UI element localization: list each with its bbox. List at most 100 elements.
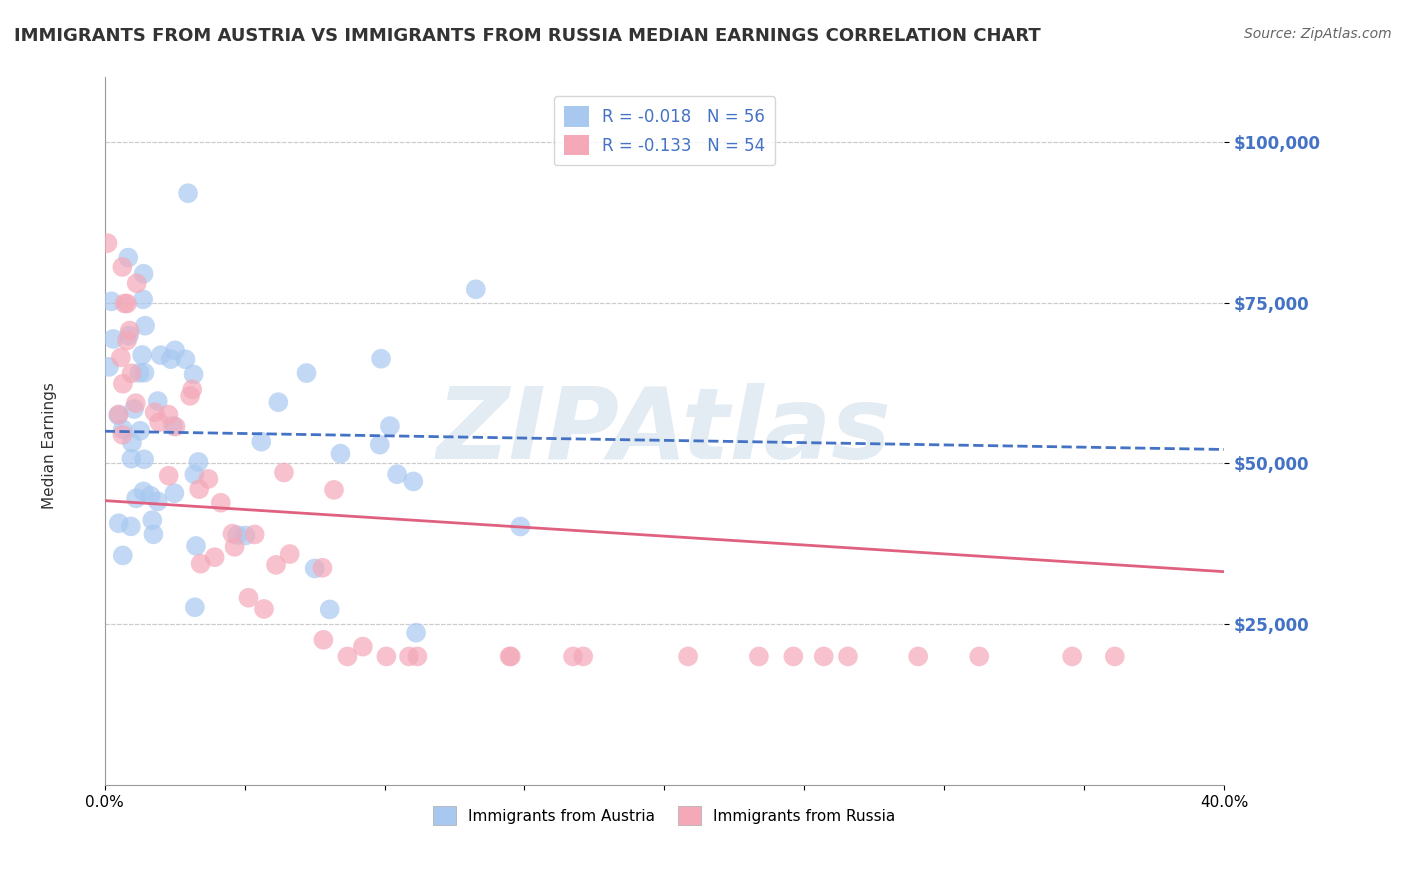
Point xyxy=(235,528,257,542)
Point xyxy=(121,435,143,450)
Point xyxy=(157,408,180,422)
Point xyxy=(197,472,219,486)
Point xyxy=(273,466,295,480)
Point xyxy=(264,558,287,572)
Point xyxy=(107,516,129,531)
Point xyxy=(179,389,201,403)
Point xyxy=(139,489,162,503)
Point xyxy=(336,649,359,664)
Point xyxy=(159,352,181,367)
Point xyxy=(132,452,155,467)
Point xyxy=(111,260,134,274)
Point xyxy=(149,348,172,362)
Point xyxy=(398,649,420,664)
Point xyxy=(118,328,141,343)
Text: IMMIGRANTS FROM AUSTRIA VS IMMIGRANTS FROM RUSSIA MEDIAN EARNINGS CORRELATION CH: IMMIGRANTS FROM AUSTRIA VS IMMIGRANTS FR… xyxy=(14,27,1040,45)
Point xyxy=(250,434,273,449)
Point xyxy=(352,640,374,654)
Point xyxy=(111,549,134,563)
Point xyxy=(132,267,155,281)
Point xyxy=(402,475,425,489)
Point xyxy=(142,527,165,541)
Point xyxy=(967,649,990,664)
Point xyxy=(782,649,804,664)
Point xyxy=(368,438,391,452)
Point xyxy=(183,368,205,382)
Point xyxy=(209,496,232,510)
Point xyxy=(304,561,326,575)
Point xyxy=(146,494,169,508)
Point xyxy=(562,649,585,664)
Point xyxy=(278,547,301,561)
Text: Median Earnings: Median Earnings xyxy=(42,383,58,509)
Point xyxy=(125,277,148,291)
Point xyxy=(132,293,155,307)
Point xyxy=(107,409,129,423)
Point xyxy=(163,486,186,500)
Point xyxy=(111,376,134,391)
Point xyxy=(165,343,187,358)
Point xyxy=(129,424,152,438)
Point xyxy=(837,649,859,664)
Point xyxy=(117,251,139,265)
Point xyxy=(111,422,134,436)
Point xyxy=(148,415,170,429)
Point xyxy=(190,557,212,571)
Point xyxy=(243,527,266,541)
Point xyxy=(96,236,118,251)
Point xyxy=(128,366,150,380)
Point xyxy=(1062,649,1084,664)
Point xyxy=(115,334,138,348)
Point xyxy=(509,519,531,533)
Point xyxy=(110,351,132,365)
Point xyxy=(174,352,197,367)
Point xyxy=(221,526,243,541)
Point xyxy=(115,296,138,310)
Point xyxy=(907,649,929,664)
Point xyxy=(406,649,429,664)
Point xyxy=(323,483,346,497)
Point xyxy=(162,418,184,433)
Point xyxy=(111,427,134,442)
Text: ZIPAtlas: ZIPAtlas xyxy=(437,383,891,480)
Point xyxy=(464,282,486,296)
Point xyxy=(103,332,125,346)
Point xyxy=(676,649,699,664)
Point xyxy=(141,513,163,527)
Point xyxy=(107,408,129,422)
Point xyxy=(146,394,169,409)
Point xyxy=(1104,649,1126,664)
Point xyxy=(131,348,153,362)
Point xyxy=(311,561,333,575)
Point xyxy=(184,539,207,553)
Point xyxy=(498,649,520,664)
Point xyxy=(120,519,142,533)
Point xyxy=(122,402,145,417)
Point xyxy=(114,296,136,310)
Point xyxy=(499,649,522,664)
Point xyxy=(98,359,121,374)
Point xyxy=(118,324,141,338)
Point xyxy=(100,294,122,309)
Point xyxy=(318,602,340,616)
Point xyxy=(572,649,595,664)
Point xyxy=(188,482,211,496)
Point xyxy=(375,649,398,664)
Point xyxy=(177,186,200,201)
Point xyxy=(157,468,180,483)
Point xyxy=(312,632,335,647)
Point xyxy=(181,382,204,396)
Point xyxy=(385,467,408,482)
Point xyxy=(267,395,290,409)
Point xyxy=(134,318,156,333)
Point xyxy=(184,600,207,615)
Point xyxy=(405,625,427,640)
Point xyxy=(253,602,276,616)
Point xyxy=(187,455,209,469)
Point xyxy=(329,447,352,461)
Point xyxy=(813,649,835,664)
Point xyxy=(226,528,249,542)
Point xyxy=(165,419,187,434)
Point xyxy=(295,366,318,380)
Point xyxy=(224,540,246,554)
